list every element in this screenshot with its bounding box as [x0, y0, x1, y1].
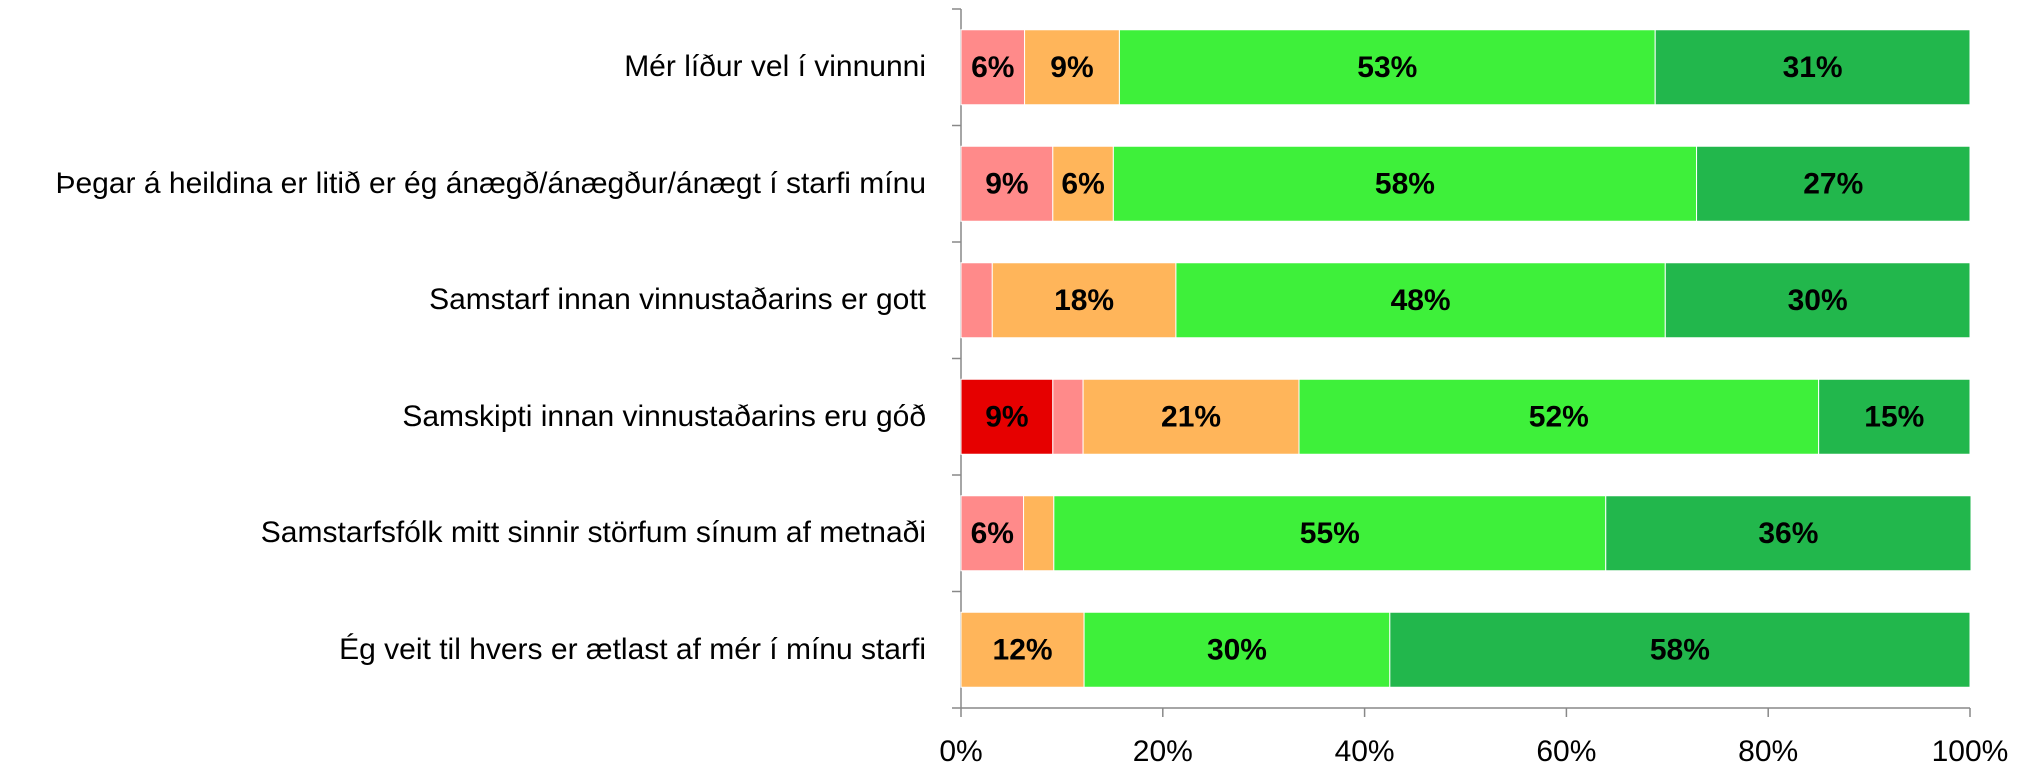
- data-label: 21%: [1161, 401, 1221, 434]
- bar-segment: [1053, 495, 1607, 572]
- data-label: 27%: [1803, 168, 1863, 201]
- bar-segment: [1664, 262, 1971, 339]
- category-label-box: Samstarf innan vinnustaðarins er gott: [16, 282, 926, 318]
- data-label: 6%: [1061, 168, 1104, 201]
- data-label: 58%: [1650, 634, 1710, 667]
- bar-segment: [1052, 378, 1084, 455]
- x-tick-label: 100%: [1932, 735, 2009, 768]
- bar-segment: [1083, 611, 1391, 688]
- data-label: 9%: [985, 168, 1028, 201]
- bar-segment: [991, 262, 1177, 339]
- data-label: 58%: [1375, 168, 1435, 201]
- data-label: 31%: [1783, 51, 1843, 84]
- x-tick-label: 20%: [1133, 735, 1193, 768]
- y-tick-label: Ég veit til hvers er ætlast af mér í mín…: [339, 632, 926, 666]
- data-label: 30%: [1207, 634, 1267, 667]
- data-label: 12%: [993, 634, 1053, 667]
- bar-segment: [960, 611, 1085, 688]
- data-label: 9%: [1050, 51, 1093, 84]
- bar-segment: [1389, 611, 1971, 688]
- y-tick-label: Mér líður vel í vinnunni: [624, 50, 926, 84]
- x-tick-label: 40%: [1335, 735, 1395, 768]
- category-label-box: Ég veit til hvers er ætlast af mér í mín…: [16, 632, 926, 668]
- data-label: 48%: [1391, 284, 1451, 317]
- data-label: 18%: [1054, 284, 1114, 317]
- bar-segment: [1175, 262, 1666, 339]
- bar-segment: [960, 262, 993, 339]
- bar-segment: [960, 145, 1054, 222]
- data-label: 6%: [971, 51, 1014, 84]
- bar-segment: [960, 378, 1054, 455]
- bar-segment: [1052, 145, 1114, 222]
- x-tick-label: 80%: [1738, 735, 1798, 768]
- data-label: 9%: [985, 401, 1028, 434]
- x-tick-label: 60%: [1536, 735, 1596, 768]
- data-label: 6%: [971, 517, 1014, 550]
- data-label: 36%: [1758, 517, 1818, 550]
- bar-segment: [1605, 495, 1972, 572]
- category-label-box: Samstarfsfólk mitt sinnir störfum sínum …: [16, 515, 926, 551]
- bar-segment: [1818, 378, 1971, 455]
- category-label-box: Samskipti innan vinnustaðarins eru góð: [16, 399, 926, 435]
- bar-segment: [1082, 378, 1300, 455]
- bar-segment: [1696, 145, 1971, 222]
- x-tick-label: 0%: [939, 735, 982, 768]
- y-tick-label: Samstarf innan vinnustaðarins er gott: [429, 283, 926, 317]
- category-label-box: Þegar á heildina er litið er ég ánægð/án…: [16, 166, 926, 202]
- data-label: 15%: [1864, 401, 1924, 434]
- bar-segment: [1023, 495, 1055, 572]
- bar-segment: [1298, 378, 1820, 455]
- bar-segment: [1654, 29, 1971, 106]
- y-tick-label: Samskipti innan vinnustaðarins eru góð: [402, 399, 926, 433]
- data-label: 52%: [1529, 401, 1589, 434]
- data-label: 55%: [1300, 517, 1360, 550]
- bar-segment: [1112, 145, 1698, 222]
- y-tick-label: Þegar á heildina er litið er ég ánægð/án…: [55, 166, 926, 200]
- data-label: 30%: [1788, 284, 1848, 317]
- bar-segment: [1024, 29, 1120, 106]
- category-label-box: Mér líður vel í vinnunni: [16, 49, 926, 85]
- data-label: 53%: [1357, 51, 1417, 84]
- y-tick-label: Samstarfsfólk mitt sinnir störfum sínum …: [260, 516, 926, 550]
- bar-segment: [1118, 29, 1656, 106]
- bar-segment: [960, 495, 1025, 572]
